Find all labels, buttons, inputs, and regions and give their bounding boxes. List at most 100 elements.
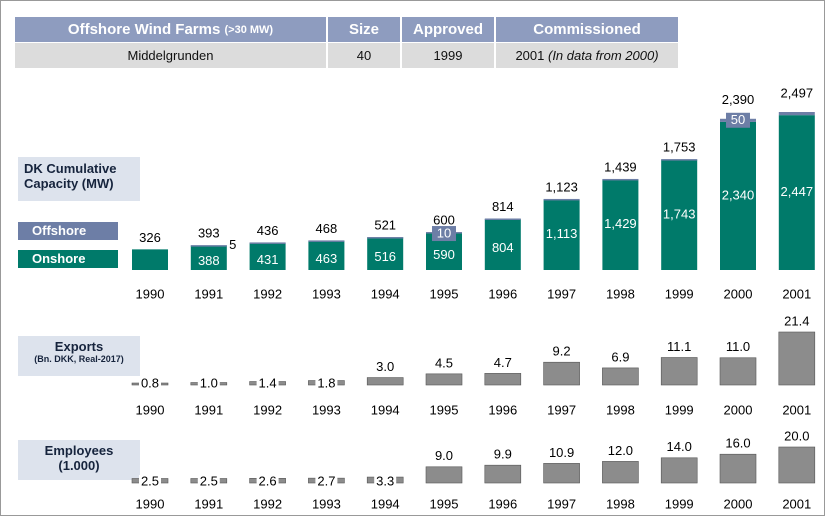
data-label: 1,113 [546, 226, 578, 241]
data-label: 14.0 [667, 439, 692, 454]
bar-segment [543, 199, 580, 270]
label-box [726, 112, 750, 128]
x-tick-label: 1999 [665, 402, 694, 417]
x-tick-label: 2000 [724, 286, 753, 301]
bar-segment [190, 245, 227, 270]
bar [543, 463, 580, 484]
data-label: 463 [316, 251, 338, 266]
label-box [197, 475, 220, 489]
table-cell: 40 [328, 43, 402, 68]
bar [719, 357, 757, 386]
bar [660, 357, 698, 386]
total-label: 1,123 [545, 179, 578, 194]
header-cell: Commissioned [496, 17, 680, 42]
x-tick-label: 1992 [253, 496, 282, 511]
x-tick-label: 1991 [194, 286, 223, 301]
x-tick-label: 1995 [430, 496, 459, 511]
bar-segment [249, 242, 286, 244]
x-tick-label: 1995 [430, 286, 459, 301]
label-box [315, 475, 338, 489]
data-label: 9.2 [553, 344, 571, 359]
x-tick-label: 1996 [488, 286, 517, 301]
legend-entry: Offshore [18, 222, 118, 240]
total-label: 2,390 [722, 92, 755, 107]
bar [660, 457, 698, 484]
bar-segment [720, 121, 756, 270]
bar [543, 361, 580, 386]
total-label: 1,753 [663, 140, 696, 155]
total-label: 436 [257, 223, 279, 238]
x-tick-label: 1999 [665, 286, 694, 301]
label-box [374, 475, 397, 489]
data-label: 10.9 [549, 445, 574, 460]
data-label: 5 [229, 237, 236, 252]
x-tick-label: 1994 [371, 496, 400, 511]
chart-title: DK Cumulative Capacity (MW) [18, 157, 140, 201]
chart-subtitle: (Bn. DKK, Real-2017) [34, 354, 124, 364]
label-box [197, 377, 220, 391]
x-tick-label: 1992 [253, 286, 282, 301]
label-box [139, 377, 161, 391]
bar [366, 377, 404, 386]
data-label: 4.5 [435, 355, 453, 370]
data-label: 1.4 [259, 375, 277, 390]
chart-subtitle: (1.000) [58, 458, 100, 473]
label-box [256, 377, 279, 391]
data-label: 0.8 [141, 375, 159, 390]
chart-title: Employees [44, 443, 114, 458]
data-label: 6.9 [611, 349, 629, 364]
data-label: 11.1 [667, 339, 691, 354]
bar [602, 461, 639, 484]
label-box [432, 226, 456, 242]
bar-segment [367, 237, 404, 270]
legend-entry: Onshore [18, 250, 118, 268]
header-cell: Approved [402, 17, 496, 42]
chart-title: Exports [54, 339, 104, 354]
data-label: 3.3 [376, 473, 394, 488]
data-label: 12.0 [608, 443, 633, 458]
bar-segment [308, 240, 345, 242]
data-label: 2.7 [317, 473, 335, 488]
data-label: 1.0 [200, 375, 218, 390]
x-tick-label: 2000 [724, 402, 753, 417]
data-label: 4.7 [494, 355, 512, 370]
x-tick-label: 1996 [488, 496, 517, 511]
chart-panel: Exports (Bn. DKK, Real-2017) [18, 336, 140, 376]
x-tick-label: 1990 [136, 496, 165, 511]
data-label: 11.0 [726, 339, 750, 354]
x-tick-label: 1990 [136, 286, 165, 301]
total-label: 2,497 [781, 85, 814, 100]
bar-segment [132, 249, 168, 270]
x-tick-label: 1997 [547, 286, 576, 301]
bar-segment [602, 178, 639, 181]
x-tick-label: 1993 [312, 402, 341, 417]
data-label: 2.6 [259, 473, 277, 488]
bar-segment [661, 159, 698, 270]
x-tick-label: 2000 [724, 496, 753, 511]
bar [484, 373, 522, 386]
data-label: 50 [731, 112, 745, 127]
data-label: 21.4 [784, 313, 809, 328]
x-tick-label: 1999 [665, 496, 694, 511]
x-tick-label: 1991 [194, 496, 223, 511]
bar [778, 331, 816, 386]
data-label: 9.9 [494, 447, 512, 462]
total-label: 1,439 [604, 159, 637, 174]
x-tick-label: 1998 [606, 286, 635, 301]
data-label: 20.0 [784, 428, 809, 443]
table-cell: 2001 (In data from 2000) [496, 43, 680, 68]
data-label: 590 [433, 247, 455, 262]
x-tick-label: 1997 [547, 402, 576, 417]
data-label: 3.0 [376, 359, 394, 374]
header-note: (>30 MW) [224, 23, 274, 36]
chart-panel: Employees (1.000) [18, 440, 140, 480]
bar-segment [249, 242, 286, 270]
x-tick-label: 1991 [194, 402, 223, 417]
cell-note: (In data from 2000) [547, 48, 659, 63]
bar-segment [543, 198, 580, 201]
data-label: 804 [492, 240, 514, 255]
total-label: 600 [433, 212, 455, 227]
bar-segment [484, 218, 521, 220]
